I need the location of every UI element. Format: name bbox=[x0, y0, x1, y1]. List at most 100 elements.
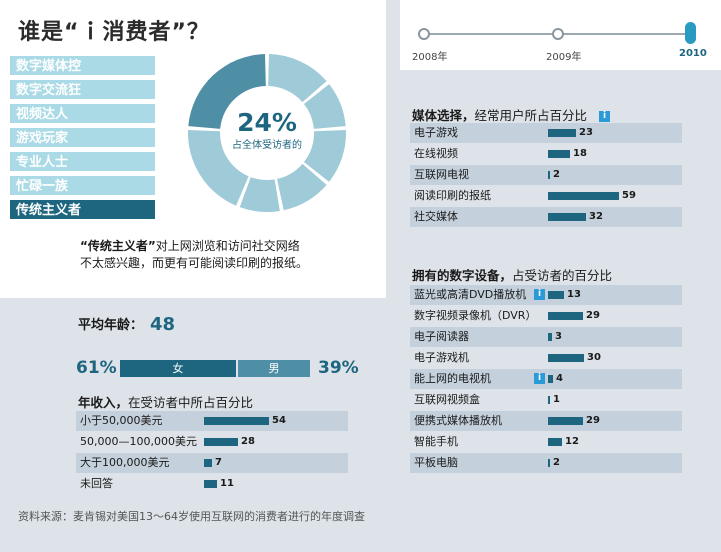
donut-slice[interactable] bbox=[303, 130, 346, 182]
donut-percent: 24% bbox=[237, 108, 297, 137]
row-label: 智能手机 bbox=[414, 435, 458, 448]
segment-item[interactable]: 传统主义者 bbox=[10, 200, 155, 221]
device-row: 互联网视频盒 1 bbox=[410, 390, 682, 410]
income-title-bold: 年收入， bbox=[78, 395, 129, 410]
avg-age-value: 48 bbox=[150, 314, 176, 335]
info-icon[interactable]: i bbox=[534, 373, 545, 384]
timeline-dot-2008[interactable] bbox=[418, 28, 430, 40]
income-title: 年收入，在受访者中所占百分比 bbox=[78, 392, 253, 411]
page-title: 谁是“ｉ消费者”？ bbox=[18, 20, 210, 45]
info-icon[interactable]: i bbox=[599, 111, 611, 122]
row-value: 32 bbox=[589, 211, 603, 222]
row-label: 互联网电视 bbox=[414, 168, 469, 181]
row-bar bbox=[548, 129, 576, 137]
row-value: 28 bbox=[241, 436, 255, 447]
row-label: 蓝光或高清DVD播放机 bbox=[414, 288, 527, 301]
row-label: 电子阅读器 bbox=[414, 330, 469, 343]
row-bar bbox=[548, 213, 586, 221]
row-value: 18 bbox=[573, 148, 587, 159]
row-value: 2 bbox=[553, 169, 560, 180]
source-note: 资料来源：麦肯锡对美国13～64岁使用互联网的消费者进行的年度调查 bbox=[18, 510, 365, 523]
donut-slice[interactable] bbox=[188, 54, 266, 129]
row-label: 电子游戏机 bbox=[414, 351, 469, 364]
row-value: 30 bbox=[587, 352, 601, 363]
male-percent: 39% bbox=[318, 358, 359, 378]
description-line1: 对上网浏览和访问社交网络 bbox=[155, 239, 300, 253]
income-row: 未回答 11 bbox=[76, 474, 348, 494]
segment-item[interactable]: 游戏玩家 bbox=[10, 128, 155, 149]
row-bar bbox=[204, 480, 217, 488]
media-title-bold: 媒体选择， bbox=[412, 108, 475, 123]
row-label: 阅读印刷的报纸 bbox=[414, 189, 491, 202]
donut-slice[interactable] bbox=[276, 163, 327, 211]
timeline-year-2008[interactable]: 2008年 bbox=[412, 52, 448, 63]
description-bold: “传统主义者” bbox=[80, 239, 156, 253]
device-row: 电子阅读器 3 bbox=[410, 327, 682, 347]
segment-item[interactable]: 视频达人 bbox=[10, 104, 155, 125]
donut-slice[interactable] bbox=[303, 84, 346, 129]
description-line2: 不太感兴趣，而更有可能阅读印刷的报纸。 bbox=[80, 256, 309, 270]
media-row: 阅读印刷的报纸 59 bbox=[410, 186, 682, 206]
row-bar bbox=[204, 459, 212, 467]
row-value: 11 bbox=[220, 478, 234, 489]
donut-slice[interactable] bbox=[268, 54, 327, 103]
donut-slice[interactable] bbox=[188, 130, 249, 206]
row-label: 大于100,000美元 bbox=[80, 456, 170, 469]
timeline-handle-2010[interactable] bbox=[685, 22, 696, 44]
devices-title: 拥有的数字设备，占受访者的百分比 bbox=[412, 265, 612, 284]
row-label: 电子游戏 bbox=[414, 126, 458, 139]
timeline-dot-2009[interactable] bbox=[552, 28, 564, 40]
row-value: 1 bbox=[553, 394, 560, 405]
row-bar bbox=[548, 375, 553, 383]
segment-donut-chart bbox=[188, 54, 346, 212]
media-row: 电子游戏 23 bbox=[410, 123, 682, 143]
row-value: 3 bbox=[555, 331, 562, 342]
row-value: 2 bbox=[553, 457, 560, 468]
row-value: 12 bbox=[565, 436, 579, 447]
female-percent: 61% bbox=[76, 358, 117, 378]
female-bar: 女 bbox=[120, 360, 236, 377]
info-icon[interactable]: i bbox=[534, 289, 545, 300]
row-label: 50,000—100,000美元 bbox=[80, 435, 197, 448]
income-row: 小于50,000美元 54 bbox=[76, 411, 348, 431]
male-bar: 男 bbox=[238, 360, 310, 377]
row-label: 能上网的电视机 bbox=[414, 372, 491, 385]
devices-title-rest: 占受访者的百分比 bbox=[512, 268, 613, 283]
donut-slice[interactable] bbox=[239, 177, 280, 212]
donut-sublabel: 占全体受访者的 bbox=[232, 140, 302, 151]
timeline-year-2009[interactable]: 2009年 bbox=[546, 52, 582, 63]
row-bar bbox=[548, 354, 584, 362]
media-row: 互联网电视 2 bbox=[410, 165, 682, 185]
avg-age-label: 平均年龄： bbox=[78, 318, 144, 333]
row-label: 平板电脑 bbox=[414, 456, 458, 469]
row-label: 社交媒体 bbox=[414, 210, 458, 223]
media-row: 在线视频 18 bbox=[410, 144, 682, 164]
device-row: 平板电脑 2 bbox=[410, 453, 682, 473]
row-bar bbox=[548, 333, 552, 341]
device-row: 蓝光或高清DVD播放机 i 13 bbox=[410, 285, 682, 305]
row-label: 便携式媒体播放机 bbox=[414, 414, 502, 427]
device-row: 便携式媒体播放机 29 bbox=[410, 411, 682, 431]
row-value: 23 bbox=[579, 127, 593, 138]
segment-item[interactable]: 专业人士 bbox=[10, 152, 155, 173]
row-bar bbox=[548, 417, 583, 425]
row-bar bbox=[548, 312, 583, 320]
row-value: 29 bbox=[586, 310, 600, 321]
row-value: 54 bbox=[272, 415, 286, 426]
device-row: 能上网的电视机 i 4 bbox=[410, 369, 682, 389]
row-label: 数字视频录像机（DVR） bbox=[414, 309, 537, 322]
segment-item[interactable]: 数字交流狂 bbox=[10, 80, 155, 101]
devices-title-bold: 拥有的数字设备， bbox=[412, 268, 513, 283]
device-row: 智能手机 12 bbox=[410, 432, 682, 452]
row-bar bbox=[548, 150, 570, 158]
device-row: 数字视频录像机（DVR） 29 bbox=[410, 306, 682, 326]
row-label: 未回答 bbox=[80, 477, 113, 490]
row-bar bbox=[548, 291, 564, 299]
row-bar bbox=[548, 192, 619, 200]
segment-item[interactable]: 忙碌一族 bbox=[10, 176, 155, 197]
timeline-year-2010[interactable]: 2010 bbox=[679, 48, 707, 59]
media-title-rest: 经常用户所占百分比 bbox=[474, 108, 588, 123]
row-value: 59 bbox=[622, 190, 636, 201]
income-row: 50,000—100,000美元 28 bbox=[76, 432, 348, 452]
segment-item[interactable]: 数字媒体控 bbox=[10, 56, 155, 77]
